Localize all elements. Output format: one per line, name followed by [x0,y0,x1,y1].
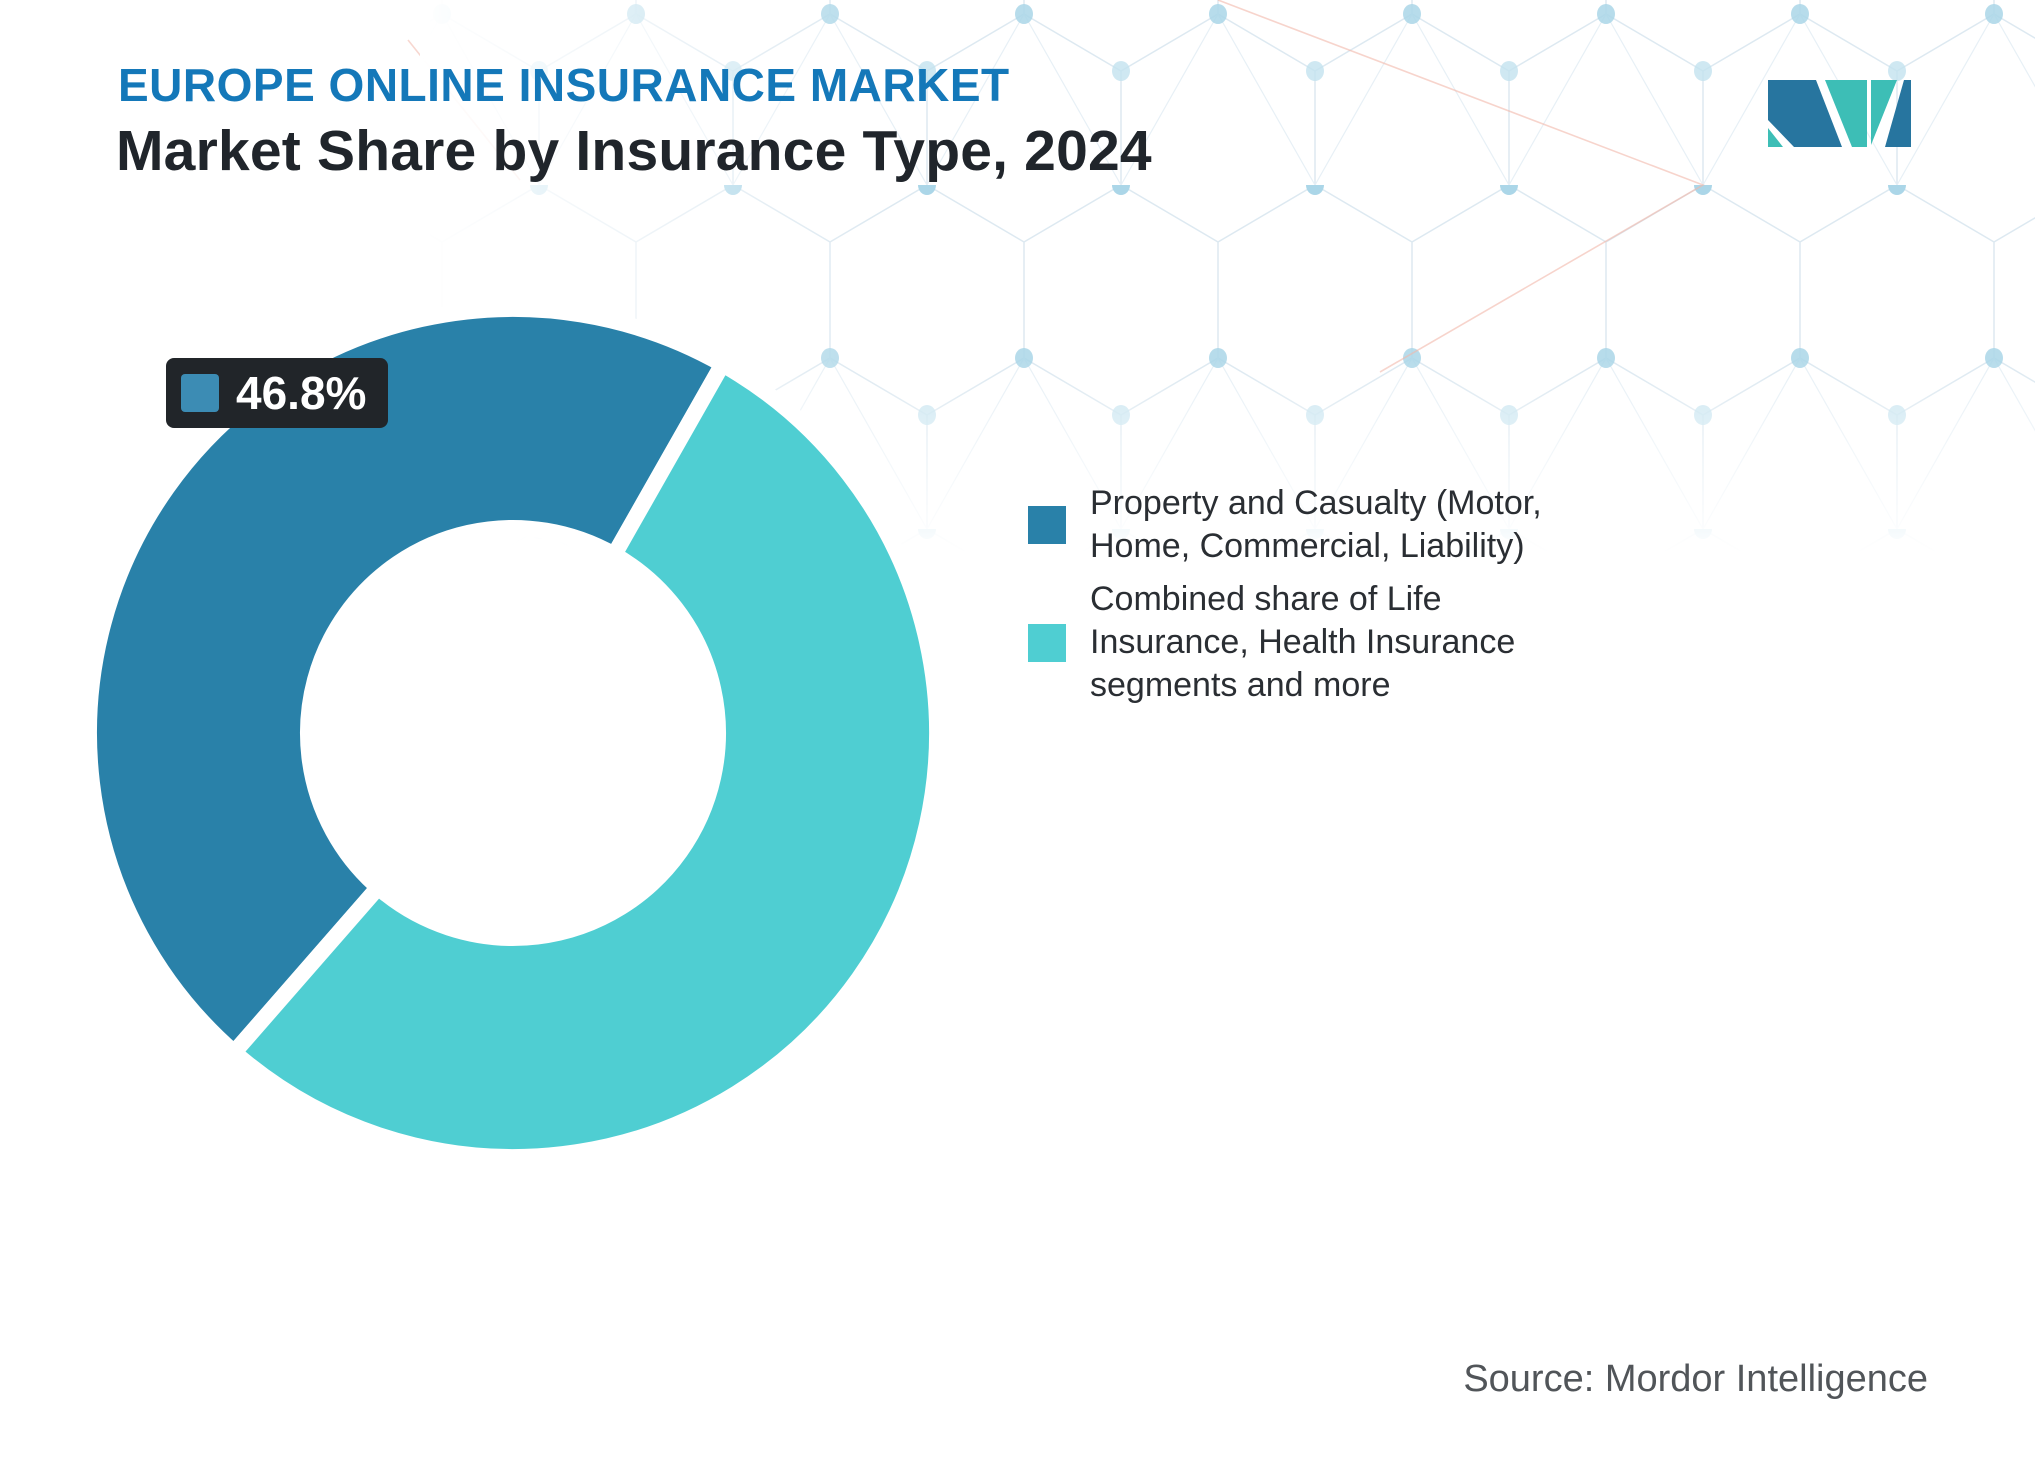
data-label-value: 46.8% [236,367,367,419]
series-swatch-icon [181,374,219,412]
report-kicker: EUROPE ONLINE INSURANCE MARKET [118,59,1010,111]
legend-label: Combined share of Life Insurance, Health… [1090,580,1516,704]
chart-title: Market Share by Insurance Type, 2024 [116,119,1152,183]
source-attribution: Source: Mordor Intelligence [1463,1358,1928,1400]
mordor-intelligence-logo-icon [1768,80,1911,147]
accent-line [1217,0,1705,373]
data-label-46-8: 46.8% [166,358,389,428]
legend-item-property-casualty[interactable]: Property and Casualty (Motor, Home, Comm… [1028,482,1688,568]
legend-swatch-icon [1028,506,1066,544]
legend-label: Property and Casualty (Motor, Home, Comm… [1090,484,1542,565]
legend-item-life-health-more[interactable]: Combined share of Life Insurance, Health… [1028,578,1688,707]
legend-swatch-icon [1028,623,1066,662]
chart-legend: Property and Casualty (Motor, Home, Comm… [1028,482,1688,717]
